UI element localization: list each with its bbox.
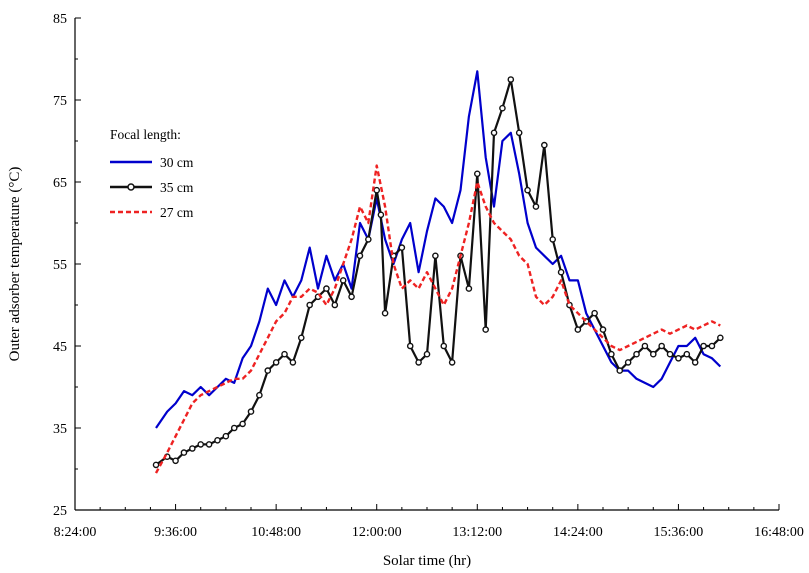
data-point bbox=[180, 449, 188, 456]
data-point bbox=[675, 354, 682, 362]
y-tick-label: 55 bbox=[53, 258, 67, 273]
data-point bbox=[608, 350, 615, 358]
x-tick-label: 15:36:00 bbox=[654, 525, 704, 540]
data-point bbox=[239, 420, 246, 428]
y-tick-label: 65 bbox=[53, 176, 67, 191]
data-point bbox=[339, 277, 347, 284]
data-point bbox=[507, 76, 515, 83]
series-line bbox=[154, 164, 721, 474]
data-point bbox=[356, 252, 364, 260]
data-point bbox=[214, 436, 221, 444]
y-tick-label: 35 bbox=[53, 422, 67, 437]
data-point bbox=[306, 301, 313, 309]
data-point bbox=[649, 350, 657, 358]
data-point bbox=[532, 203, 540, 210]
data-point bbox=[473, 170, 481, 178]
data-point bbox=[348, 293, 355, 301]
x-tick-label: 8:24:00 bbox=[54, 525, 97, 540]
data-point bbox=[289, 359, 297, 366]
x-axis-title: Solar time (hr) bbox=[383, 553, 471, 569]
series-group bbox=[152, 70, 724, 474]
y-axis: 25 35 45 55 65 75 85 bbox=[53, 12, 81, 519]
data-point bbox=[152, 461, 160, 469]
data-point bbox=[591, 309, 598, 317]
data-point bbox=[599, 326, 607, 333]
data-point bbox=[549, 236, 557, 243]
data-point bbox=[297, 334, 305, 342]
data-point bbox=[247, 408, 255, 415]
data-point bbox=[624, 359, 632, 366]
legend-title: Focal length: bbox=[110, 127, 181, 142]
data-point bbox=[373, 186, 381, 194]
data-point bbox=[256, 391, 263, 399]
data-point bbox=[616, 367, 624, 374]
legend-entry: 35 cm bbox=[110, 180, 194, 195]
data-point bbox=[197, 441, 205, 448]
data-point bbox=[515, 129, 523, 137]
data-point bbox=[381, 309, 389, 317]
data-point bbox=[666, 350, 674, 358]
data-point bbox=[658, 342, 665, 350]
y-axis-title: Outer adsorber temperature (°C) bbox=[7, 167, 23, 362]
data-point bbox=[557, 268, 565, 276]
data-point bbox=[331, 301, 339, 309]
data-point bbox=[423, 350, 431, 358]
legend-entry: 30 cm bbox=[110, 155, 194, 170]
data-point bbox=[448, 359, 456, 366]
data-point bbox=[574, 326, 582, 333]
data-point bbox=[377, 211, 385, 219]
series-30-cm bbox=[155, 70, 722, 429]
data-point bbox=[281, 350, 288, 358]
x-tick-label: 12:00:00 bbox=[352, 525, 402, 540]
data-point bbox=[406, 342, 414, 350]
data-point bbox=[205, 441, 213, 448]
series-35-cm bbox=[152, 76, 724, 469]
data-point bbox=[633, 350, 640, 358]
legend-label: 35 cm bbox=[160, 180, 194, 195]
legend-label: 27 cm bbox=[160, 205, 194, 220]
data-point bbox=[272, 359, 280, 366]
series-line bbox=[155, 70, 722, 429]
data-point bbox=[691, 359, 699, 366]
data-point bbox=[641, 342, 649, 350]
y-tick-label: 45 bbox=[53, 340, 67, 355]
legend-entries: 30 cm 35 cm 27 cm bbox=[110, 155, 194, 220]
x-axis: 8:24:00 9:36:00 10:48:00 12:00:00 13:12:00 14… bbox=[54, 504, 804, 540]
y-tick-label: 75 bbox=[53, 94, 67, 109]
legend-label: 30 cm bbox=[160, 155, 194, 170]
data-point bbox=[398, 244, 406, 251]
legend-marker bbox=[127, 183, 135, 191]
x-tick-label: 16:48:00 bbox=[754, 525, 804, 540]
data-point bbox=[172, 457, 179, 465]
data-point bbox=[415, 359, 422, 366]
legend-entry: 27 cm bbox=[110, 205, 194, 220]
y-tick-label: 25 bbox=[53, 504, 67, 519]
x-tick-label: 10:48:00 bbox=[251, 525, 301, 540]
data-point bbox=[465, 285, 473, 292]
data-point bbox=[499, 104, 506, 112]
data-point bbox=[323, 285, 330, 292]
x-tick-label: 14:24:00 bbox=[553, 525, 603, 540]
data-point bbox=[708, 342, 716, 350]
data-point bbox=[230, 424, 238, 432]
data-point bbox=[189, 445, 196, 452]
x-tick-label: 9:36:00 bbox=[154, 525, 197, 540]
data-point bbox=[717, 334, 724, 342]
data-point bbox=[524, 186, 531, 194]
x-tick-label: 13:12:00 bbox=[452, 525, 502, 540]
data-point bbox=[490, 129, 498, 137]
data-point bbox=[482, 326, 489, 333]
data-point bbox=[700, 342, 707, 350]
data-point bbox=[432, 252, 439, 260]
data-point bbox=[683, 350, 691, 358]
data-point bbox=[440, 342, 448, 350]
data-point bbox=[365, 236, 372, 243]
data-point bbox=[264, 367, 272, 374]
y-tick-label: 85 bbox=[53, 12, 67, 27]
data-point bbox=[541, 141, 548, 149]
series-27-cm bbox=[154, 164, 721, 474]
data-point bbox=[222, 432, 230, 440]
legend: Focal length: 30 cm 35 cm 27 cm bbox=[110, 127, 194, 220]
